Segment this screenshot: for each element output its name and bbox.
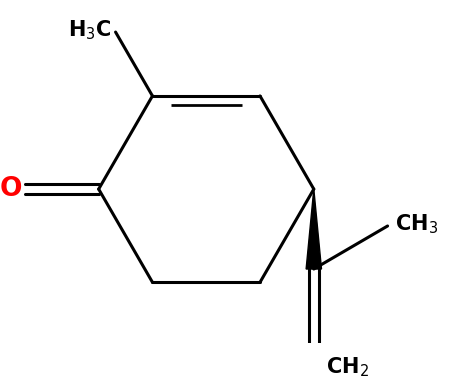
Text: H$_3$C: H$_3$C [68, 18, 111, 42]
Text: O: O [0, 176, 22, 202]
Polygon shape [306, 189, 321, 269]
Text: CH$_2$: CH$_2$ [326, 355, 369, 379]
Text: CH$_3$: CH$_3$ [395, 212, 438, 236]
